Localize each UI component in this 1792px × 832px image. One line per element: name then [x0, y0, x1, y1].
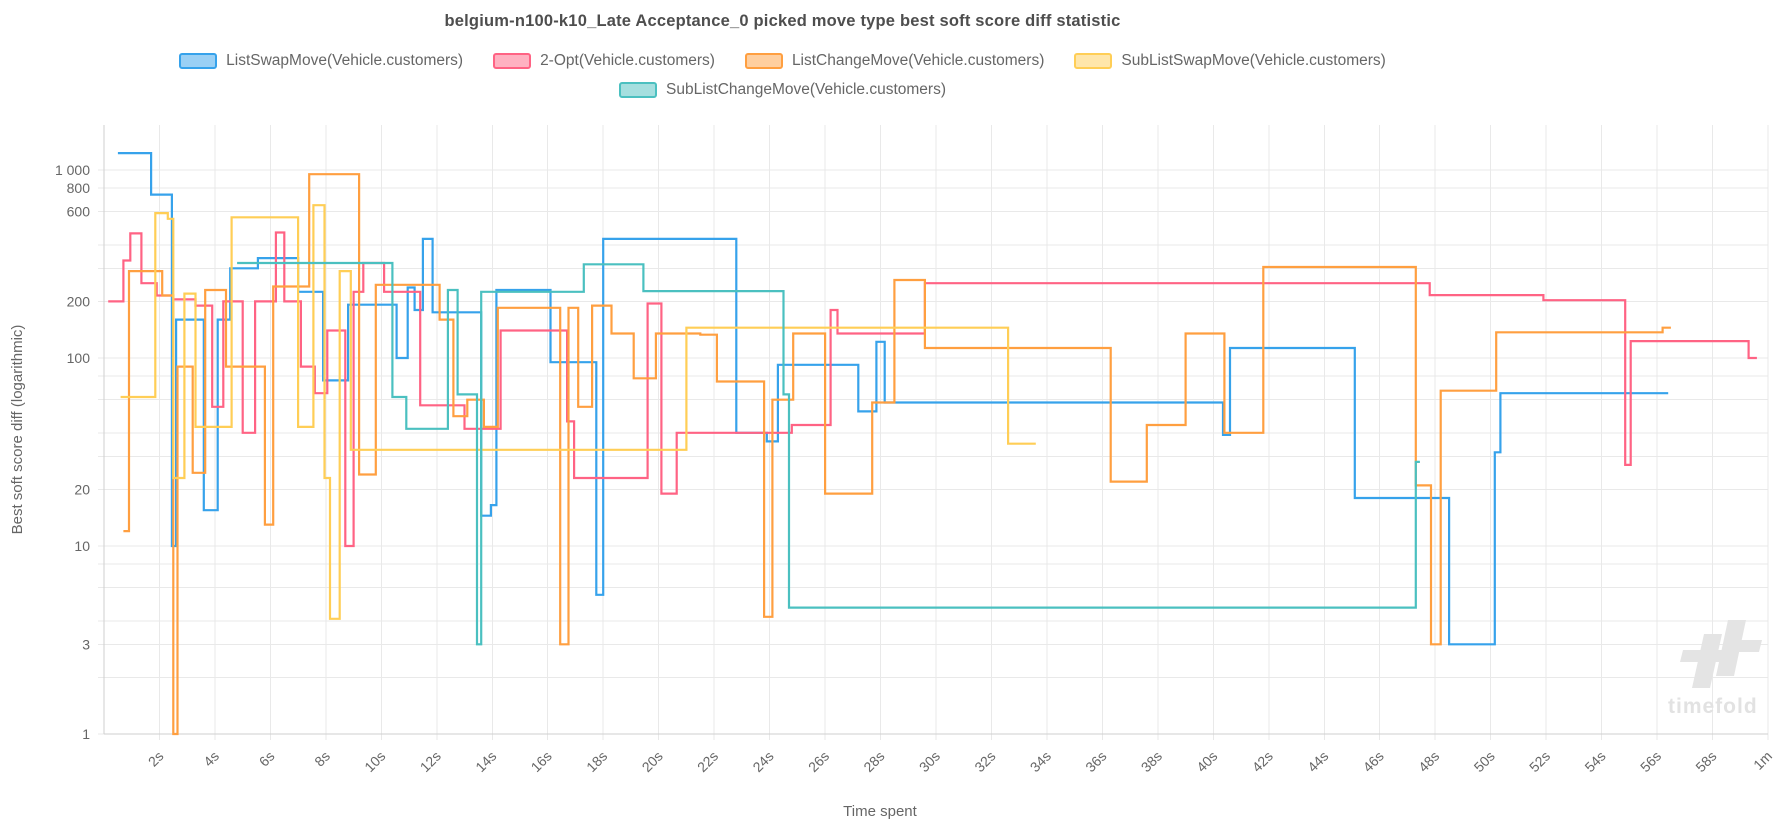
- timefold-watermark-text: timefold: [1668, 695, 1758, 718]
- y-axis-title: Best soft score diff (logarithmic): [9, 325, 26, 535]
- x-tick-label: 12s: [417, 748, 444, 775]
- legend-label: SubListSwapMove(Vehicle.customers): [1121, 52, 1386, 69]
- x-tick-label: 30s: [916, 748, 943, 775]
- x-tick-label: 32s: [971, 748, 998, 775]
- x-tick-label: 8s: [311, 748, 333, 770]
- y-tick-label: 10: [74, 538, 90, 554]
- legend-swatch-2opt-icon: [493, 53, 532, 69]
- x-tick-label: 2s: [145, 748, 167, 770]
- gridlines: [98, 125, 1769, 740]
- series-sublistchangemove-line: [237, 261, 1420, 646]
- y-tick-label: 600: [67, 204, 91, 220]
- x-tick-label: 6s: [256, 748, 278, 770]
- legend-item-listchangemove[interactable]: ListChangeMove(Vehicle.customers): [744, 52, 1045, 70]
- legend-row-1: ListSwapMove(Vehicle.customers) 2-Opt(Veh…: [0, 52, 1565, 70]
- x-axis-title: Time spent: [843, 803, 917, 820]
- y-tick-label: 20: [74, 481, 90, 497]
- legend-item-2opt[interactable]: 2-Opt(Vehicle.customers): [493, 52, 715, 70]
- x-tick-label: 26s: [805, 748, 832, 775]
- legend-swatch-sublistswapmove-icon: [1074, 53, 1113, 69]
- series-listchangemove-line: [123, 173, 1671, 736]
- axis-lines: [103, 125, 1768, 735]
- timefold-watermark: timefold: [1668, 620, 1762, 718]
- series-2opt-line: [108, 231, 1757, 548]
- legend-row-2: SubListChangeMove(Vehicle.customers): [0, 81, 1565, 99]
- series-listswapmove-line: [117, 152, 1669, 646]
- chart-header: belgium-n100-k10_Late Acceptance_0 picke…: [0, 0, 1565, 99]
- x-tick-label: 46s: [1360, 748, 1387, 775]
- legend-label: 2-Opt(Vehicle.customers): [540, 52, 715, 69]
- x-tick-label: 40s: [1193, 748, 1220, 775]
- y-tick-label: 1 000: [55, 162, 90, 178]
- x-tick-label: 18s: [583, 748, 610, 775]
- x-tick-label: 48s: [1415, 748, 1442, 775]
- x-tick-label: 34s: [1027, 748, 1054, 775]
- chart-title: belgium-n100-k10_Late Acceptance_0 picke…: [444, 12, 1121, 30]
- x-tick-label: 20s: [639, 748, 666, 775]
- x-tick-label: 14s: [472, 748, 499, 775]
- legend-item-listswapmove[interactable]: ListSwapMove(Vehicle.customers): [179, 52, 463, 70]
- legend-item-sublistchangemove[interactable]: SubListChangeMove(Vehicle.customers): [619, 81, 946, 99]
- x-tick-label: 58s: [1692, 748, 1719, 775]
- x-tick-label: 16s: [528, 748, 555, 775]
- y-tick-label: 100: [67, 350, 91, 366]
- x-tick-label: 52s: [1526, 748, 1553, 775]
- y-tick-label: 3: [82, 636, 90, 652]
- y-tick-label: 200: [67, 293, 91, 309]
- legend-swatch-listchangemove-icon: [744, 53, 783, 69]
- legend-label: ListSwapMove(Vehicle.customers): [226, 52, 464, 69]
- x-tick-label: 42s: [1249, 748, 1276, 775]
- legend-label: ListChangeMove(Vehicle.customers): [791, 52, 1045, 69]
- x-tick-label: 10s: [361, 748, 388, 775]
- y-tick-label: 1: [82, 726, 90, 742]
- x-tick-label: 36s: [1082, 748, 1109, 775]
- x-tick-label: 38s: [1138, 748, 1165, 775]
- x-tick-label: 50s: [1471, 748, 1498, 775]
- y-axis-tick-labels: 1 000 800 600 200 100 20 10 3 1: [55, 162, 90, 742]
- x-tick-label: 24s: [749, 748, 776, 775]
- legend-label: SubListChangeMove(Vehicle.customers): [666, 81, 946, 98]
- x-tick-label: 28s: [860, 748, 887, 775]
- x-axis-tick-labels: 2s 4s 6s 8s 10s 12s 14s 16s 18s 20s 22s 24s 26s 28s 30…: [145, 748, 1775, 775]
- series-lines: [108, 152, 1757, 736]
- legend-item-sublistswapmove[interactable]: SubListSwapMove(Vehicle.customers): [1074, 52, 1386, 70]
- x-tick-label: 4s: [200, 748, 222, 770]
- y-tick-label: 800: [67, 180, 91, 196]
- x-tick-label: 1m: [1750, 748, 1775, 773]
- legend-swatch-sublistchangemove-icon: [619, 82, 657, 98]
- x-tick-label: 56s: [1637, 748, 1664, 775]
- x-tick-label: 44s: [1304, 748, 1331, 775]
- x-tick-label: 22s: [694, 748, 721, 775]
- series-sublistswapmove-line: [120, 204, 1036, 620]
- x-tick-label: 54s: [1581, 748, 1608, 775]
- legend-swatch-listswapmove-icon: [179, 53, 218, 69]
